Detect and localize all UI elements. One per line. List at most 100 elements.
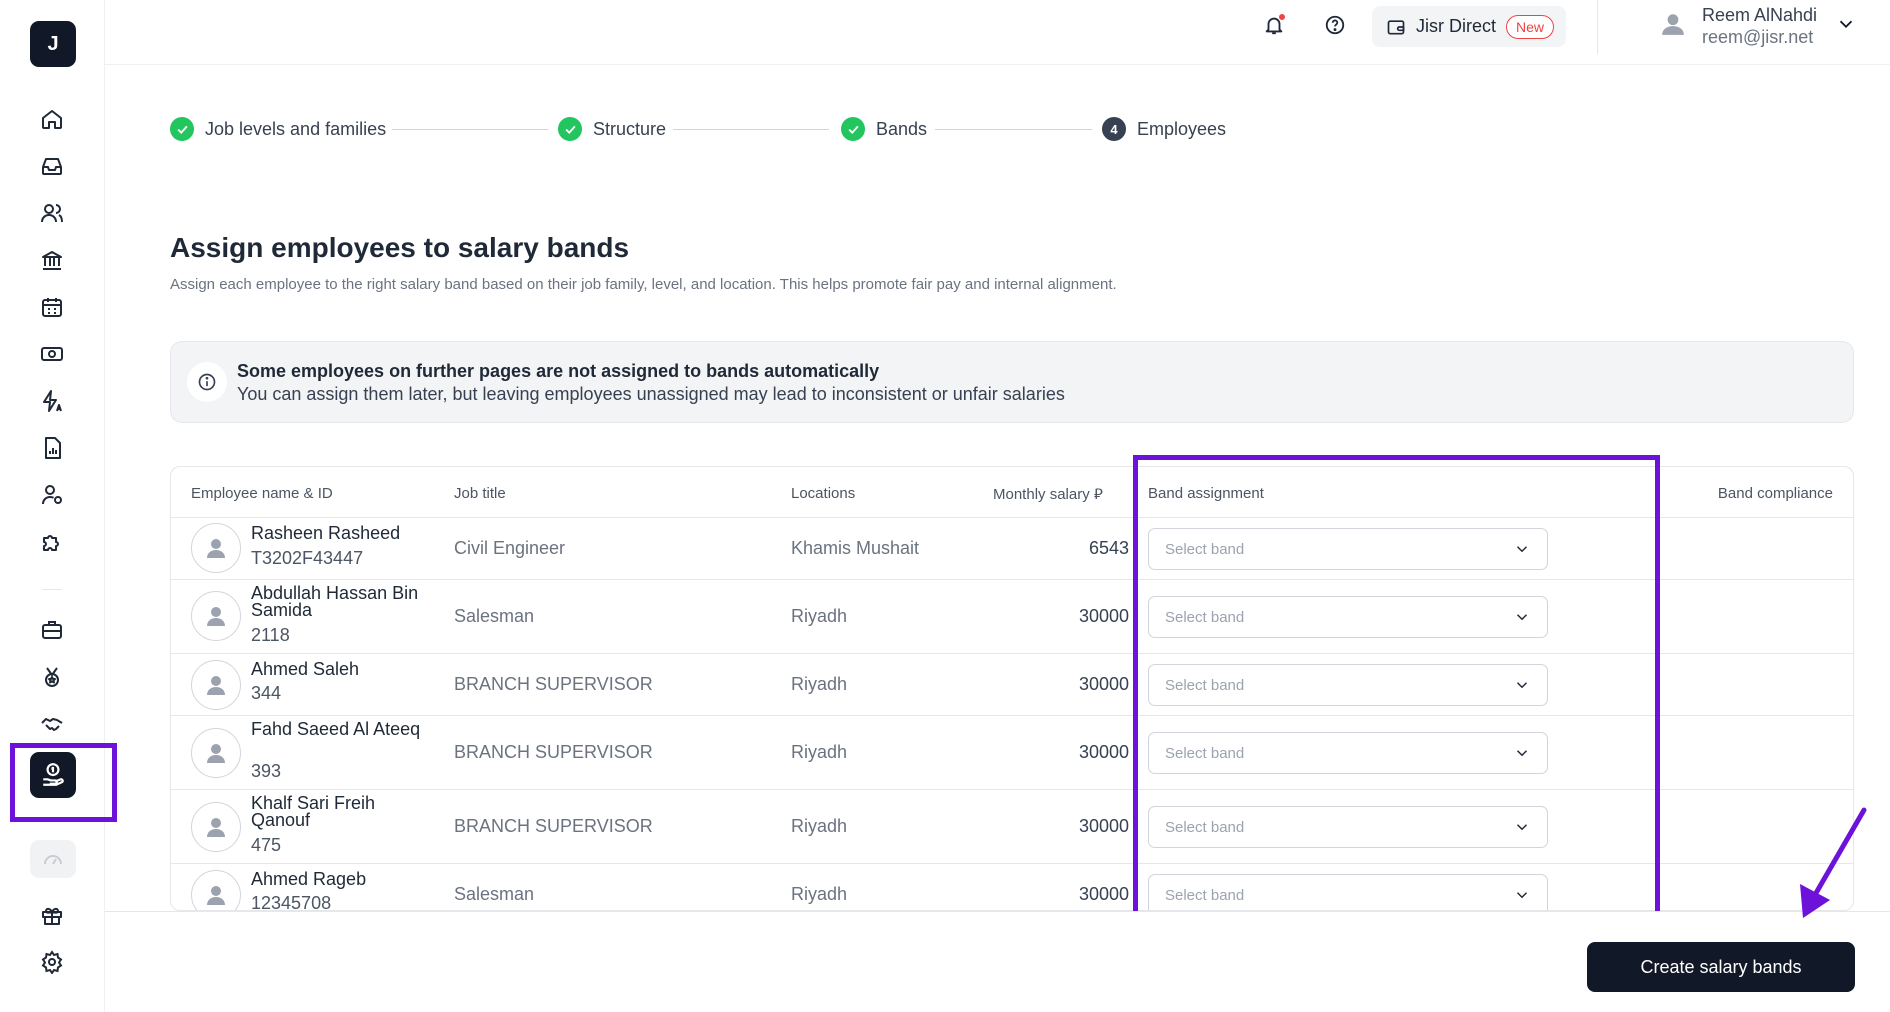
employee-name: Rasheen Rasheed <box>251 523 401 543</box>
medal-icon[interactable] <box>36 661 68 693</box>
step-label: Employees <box>1137 118 1227 139</box>
band-select-placeholder: Select band <box>1165 540 1245 558</box>
step-job-levels[interactable]: Job levels and families <box>170 117 386 141</box>
chevron-down-icon <box>1513 744 1531 762</box>
chevron-down-icon <box>1513 818 1531 836</box>
employee-name: Ahmed Rageb <box>251 869 367 889</box>
employee-id: 475 <box>251 835 282 855</box>
automation-icon[interactable] <box>36 385 68 417</box>
inbox-icon[interactable] <box>36 150 68 182</box>
step-label: Bands <box>876 118 928 139</box>
create-salary-bands-button[interactable]: Create salary bands <box>1587 942 1855 992</box>
location: Khamis Mushait <box>791 538 920 558</box>
monthly-salary: 30000 <box>1078 884 1129 904</box>
col-header-band: Band assignment <box>1148 485 1264 502</box>
step-bands[interactable]: Bands <box>841 117 927 141</box>
table-row: Rasheen Rasheed T3202F43447 Civil Engine… <box>171 518 1853 580</box>
page-title: Assign employees to salary bands <box>170 232 630 263</box>
step-number: 4 <box>1102 117 1126 141</box>
calendar-icon[interactable] <box>36 291 68 323</box>
band-select[interactable]: Select band <box>1148 874 1548 910</box>
gauge-icon <box>30 840 76 878</box>
step-connector <box>392 129 548 130</box>
user-name: Reem AlNahdi <box>1702 5 1818 25</box>
job-title: BRANCH SUPERVISOR <box>454 816 653 836</box>
salary-hand-icon <box>43 763 64 786</box>
band-select[interactable]: Select band <box>1148 528 1548 570</box>
handshake-icon[interactable] <box>36 708 68 740</box>
location: Riyadh <box>791 674 848 694</box>
people-icon[interactable] <box>36 197 68 229</box>
band-select-placeholder: Select band <box>1165 676 1245 694</box>
location: Riyadh <box>791 742 848 762</box>
check-icon <box>170 117 194 141</box>
avatar <box>191 660 241 710</box>
job-title: BRANCH SUPERVISOR <box>454 742 653 762</box>
col-header-job: Job title <box>454 485 506 502</box>
avatar <box>191 870 241 910</box>
band-select-placeholder: Select band <box>1165 744 1245 762</box>
employee-name: Khalf Sari Freih Qanouf <box>251 793 376 830</box>
user-email: reem@jisr.net <box>1702 27 1814 47</box>
jisr-direct-label: Jisr Direct <box>1416 16 1496 36</box>
band-select[interactable]: Select band <box>1148 596 1548 638</box>
table-row: Ahmed Rageb 12345708 Salesman Riyadh 300… <box>171 864 1853 911</box>
employee-id: 2118 <box>251 625 290 645</box>
table-row: Abdullah Hassan Bin Samida 2118 Salesman… <box>171 580 1853 654</box>
briefcase-icon[interactable] <box>36 614 68 646</box>
step-label: Job levels and families <box>205 118 387 139</box>
help-icon[interactable] <box>1322 12 1348 38</box>
user-settings-icon[interactable] <box>36 479 68 511</box>
avatar <box>191 523 241 573</box>
col-header-name: Employee name & ID <box>191 485 333 502</box>
band-select-placeholder: Select band <box>1165 886 1245 904</box>
money-icon[interactable] <box>36 338 68 370</box>
user-avatar-icon <box>1660 11 1686 42</box>
report-icon[interactable] <box>36 432 68 464</box>
check-icon <box>841 117 865 141</box>
employee-id: 393 <box>251 761 282 781</box>
employees-table: Employee name & ID Job title Locations M… <box>170 466 1854 911</box>
band-select-placeholder: Select band <box>1165 608 1245 626</box>
step-connector <box>935 129 1092 130</box>
band-select[interactable]: Select band <box>1148 664 1548 706</box>
jisr-logo[interactable]: J <box>30 21 76 67</box>
band-select[interactable]: Select band <box>1148 732 1548 774</box>
col-header-salary: Monthly salary ⃁ <box>993 486 1103 503</box>
puzzle-icon[interactable] <box>36 526 68 558</box>
employee-id: 344 <box>251 683 282 703</box>
avatar <box>191 728 241 778</box>
monthly-salary: 30000 <box>1078 816 1129 836</box>
job-title: Civil Engineer <box>454 538 566 558</box>
step-employees[interactable]: 4 Employees <box>1102 117 1226 141</box>
band-select[interactable]: Select band <box>1148 806 1548 848</box>
location: Riyadh <box>791 884 848 904</box>
chevron-down-icon[interactable] <box>1835 13 1857 40</box>
page-subtitle: Assign each employee to the right salary… <box>170 276 1117 293</box>
gift-icon[interactable] <box>36 899 68 931</box>
alert-body: You can assign them later, but leaving e… <box>237 384 1065 404</box>
employee-name: Ahmed Saleh <box>251 659 360 679</box>
location: Riyadh <box>791 816 848 836</box>
gear-icon[interactable] <box>36 946 68 978</box>
home-icon[interactable] <box>36 103 68 135</box>
sidebar-divider <box>42 589 62 590</box>
step-structure[interactable]: Structure <box>558 117 666 141</box>
chevron-down-icon <box>1513 676 1531 694</box>
avatar <box>191 802 241 852</box>
step-label: Structure <box>593 118 667 139</box>
step-connector <box>673 129 829 130</box>
table-row: Khalf Sari Freih Qanouf 475 BRANCH SUPER… <box>171 790 1853 864</box>
salary-bands-nav-item[interactable] <box>30 752 76 798</box>
table-row: Ahmed Saleh 344 BRANCH SUPERVISOR Riyadh… <box>171 654 1853 716</box>
bank-icon[interactable] <box>36 244 68 276</box>
employee-id: 12345708 <box>251 893 332 911</box>
col-header-compliance: Band compliance <box>1717 485 1833 502</box>
notification-bell-icon[interactable] <box>1261 12 1287 38</box>
header-separator <box>1597 0 1598 54</box>
user-menu[interactable]: Reem AlNahdi reem@jisr.net <box>1660 4 1857 48</box>
stepper: Job levels and families Structure Bands … <box>170 117 1230 143</box>
info-icon <box>187 362 227 402</box>
jisr-direct-button[interactable]: Jisr Direct New <box>1372 6 1566 47</box>
chevron-down-icon <box>1513 540 1531 558</box>
